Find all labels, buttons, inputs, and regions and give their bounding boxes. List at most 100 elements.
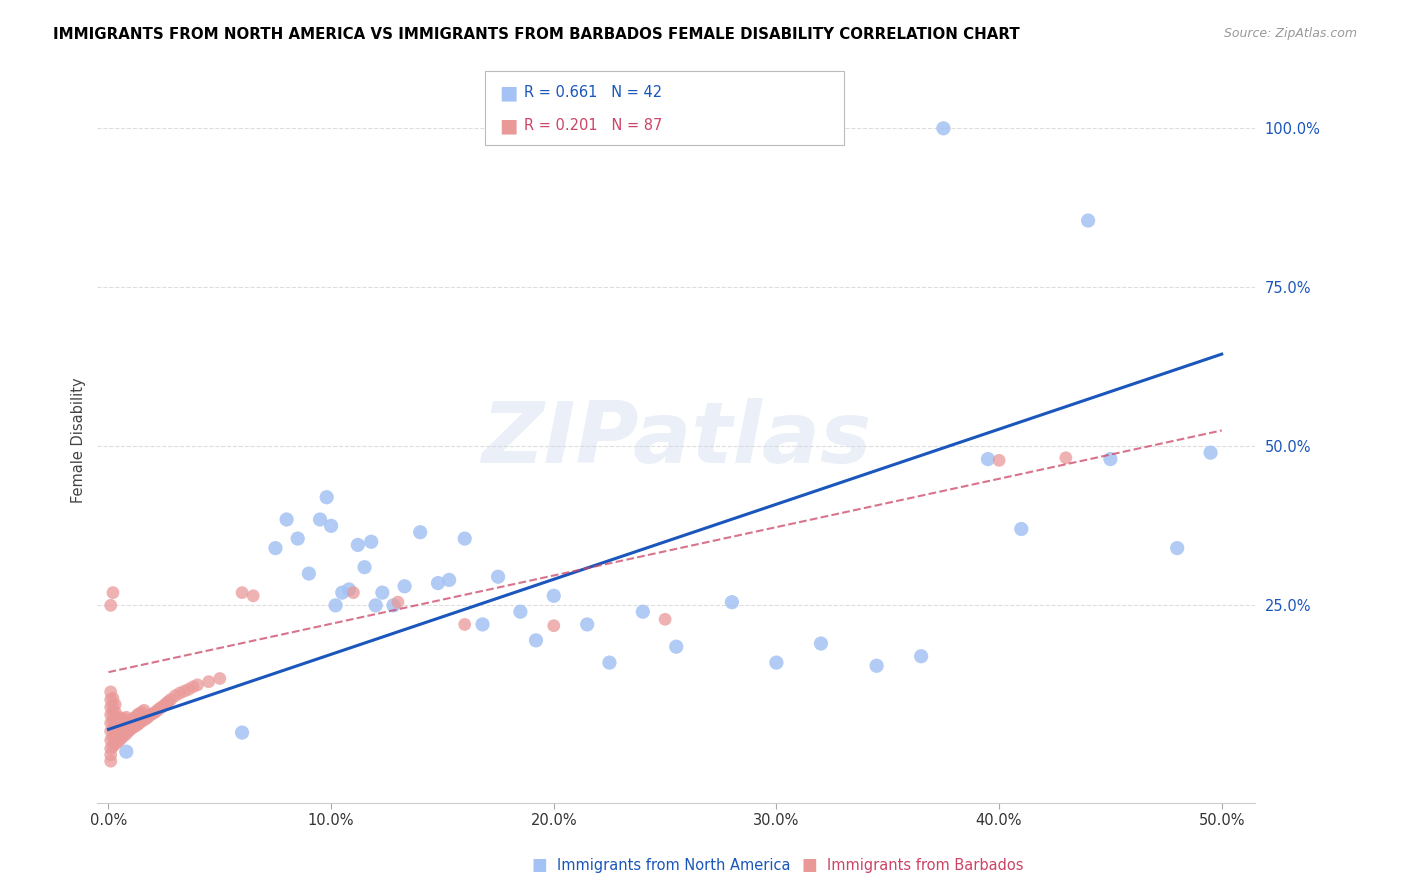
- Point: [242, 589, 264, 603]
- Point: [105, 719, 128, 733]
- Text: Immigrants from Barbados: Immigrants from Barbados: [827, 858, 1024, 872]
- Point: [330, 585, 353, 599]
- Point: [115, 719, 138, 733]
- Point: [1166, 541, 1188, 555]
- Point: [142, 706, 165, 721]
- Point: [186, 678, 208, 692]
- Point: [108, 733, 131, 747]
- Text: ■: ■: [499, 83, 517, 102]
- Point: [132, 703, 155, 717]
- Point: [1199, 446, 1222, 460]
- Point: [169, 686, 191, 700]
- Point: [101, 585, 124, 599]
- Point: [100, 707, 122, 722]
- Point: [165, 689, 187, 703]
- Point: [105, 727, 128, 741]
- Point: [128, 706, 150, 721]
- Point: [524, 633, 547, 648]
- Point: [108, 718, 131, 732]
- Point: [654, 612, 676, 626]
- Point: [101, 698, 124, 713]
- Point: [100, 724, 122, 739]
- Point: [486, 570, 509, 584]
- Point: [543, 589, 565, 603]
- Point: [104, 705, 127, 719]
- Text: ■: ■: [499, 116, 517, 135]
- Point: [101, 714, 124, 728]
- Text: R = 0.201   N = 87: R = 0.201 N = 87: [524, 118, 662, 133]
- Point: [105, 735, 128, 749]
- Point: [100, 685, 122, 699]
- Point: [120, 723, 142, 737]
- Point: [100, 716, 122, 731]
- Text: IMMIGRANTS FROM NORTH AMERICA VS IMMIGRANTS FROM BARBADOS FEMALE DISABILITY CORR: IMMIGRANTS FROM NORTH AMERICA VS IMMIGRA…: [53, 27, 1021, 42]
- Point: [360, 534, 382, 549]
- Point: [197, 674, 219, 689]
- Point: [101, 723, 124, 737]
- Point: [100, 700, 122, 714]
- Point: [100, 754, 122, 768]
- Point: [387, 595, 409, 609]
- Point: [108, 725, 131, 739]
- Point: [394, 579, 416, 593]
- Point: [127, 707, 149, 722]
- Point: [932, 121, 955, 136]
- Point: [353, 560, 375, 574]
- Point: [111, 723, 134, 737]
- Point: [721, 595, 744, 609]
- Point: [264, 541, 287, 555]
- Point: [988, 453, 1011, 467]
- Point: [131, 714, 153, 728]
- Point: [112, 729, 135, 743]
- Point: [101, 731, 124, 745]
- Point: [124, 719, 146, 733]
- Point: [117, 716, 139, 731]
- Point: [1077, 213, 1099, 227]
- Point: [122, 712, 145, 726]
- Point: [276, 512, 298, 526]
- Point: [409, 525, 432, 540]
- Point: [111, 731, 134, 745]
- Point: [173, 684, 195, 698]
- Point: [543, 618, 565, 632]
- Point: [117, 724, 139, 739]
- Y-axis label: Female Disability: Female Disability: [72, 377, 86, 503]
- Point: [100, 747, 122, 762]
- Point: [115, 710, 138, 724]
- Point: [100, 733, 122, 747]
- Point: [1099, 452, 1122, 467]
- Text: Immigrants from North America: Immigrants from North America: [557, 858, 790, 872]
- Point: [104, 721, 127, 735]
- Point: [231, 585, 253, 599]
- Point: [112, 721, 135, 735]
- Point: [427, 576, 450, 591]
- Point: [135, 712, 157, 726]
- Point: [977, 452, 1000, 467]
- Point: [112, 712, 135, 726]
- Text: Source: ZipAtlas.com: Source: ZipAtlas.com: [1223, 27, 1357, 40]
- Point: [342, 585, 364, 599]
- Point: [298, 566, 321, 581]
- Point: [765, 656, 787, 670]
- Point: [177, 682, 200, 697]
- Point: [157, 694, 180, 708]
- Point: [104, 713, 127, 727]
- Point: [131, 705, 153, 719]
- Point: [122, 721, 145, 735]
- Point: [100, 599, 122, 613]
- Point: [150, 700, 173, 714]
- Text: ■: ■: [531, 856, 547, 874]
- Point: [631, 605, 654, 619]
- Text: R = 0.661   N = 42: R = 0.661 N = 42: [524, 85, 662, 100]
- Point: [1010, 522, 1032, 536]
- Point: [471, 617, 494, 632]
- Point: [181, 680, 204, 694]
- Point: [159, 692, 181, 706]
- Point: [100, 692, 122, 706]
- Point: [315, 490, 337, 504]
- Point: [127, 718, 149, 732]
- Point: [208, 672, 231, 686]
- Point: [364, 599, 387, 613]
- Point: [124, 710, 146, 724]
- Point: [108, 710, 131, 724]
